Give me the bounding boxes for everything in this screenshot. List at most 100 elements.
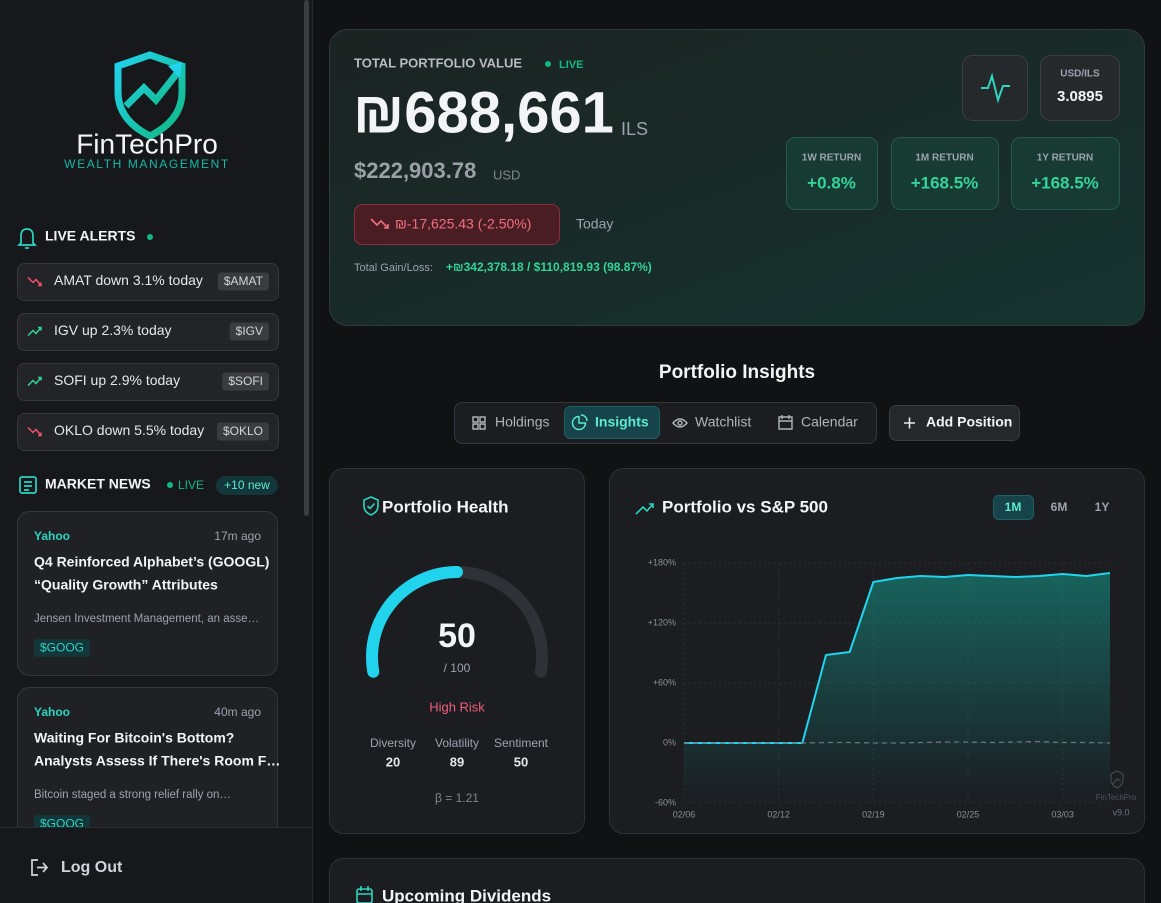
alert-ticker-bg bbox=[229, 322, 269, 341]
period-button[interactable]: 1M bbox=[1005, 500, 1022, 514]
metric-value: 50 bbox=[514, 754, 528, 769]
alert-item[interactable] bbox=[17, 413, 279, 451]
trend-icon bbox=[635, 503, 654, 515]
health-card bbox=[329, 468, 585, 834]
logout-icon bbox=[31, 859, 49, 876]
alert-ticker-bg bbox=[216, 422, 269, 441]
news-headline: “Quality Growth” Attributes bbox=[34, 577, 218, 593]
return-value: +0.8% bbox=[807, 173, 856, 192]
portfolio-change: ₪-17,625.43 (-2.50%) bbox=[395, 216, 531, 232]
tabs: Holdings Insights Watchlist Calendar bbox=[472, 406, 858, 439]
news-card[interactable] bbox=[17, 687, 278, 852]
dividends-title: Upcoming Dividends bbox=[382, 886, 551, 903]
news-time: 40m ago bbox=[214, 705, 261, 719]
x-tick-label: 03/03 bbox=[1051, 809, 1074, 819]
chart-title: Portfolio vs S&P 500 bbox=[662, 497, 828, 516]
metric-value: 20 bbox=[386, 754, 400, 769]
news-card[interactable] bbox=[17, 511, 278, 676]
tab-icon bbox=[571, 414, 588, 431]
trend-down-icon bbox=[27, 276, 42, 287]
news-ticker-bg bbox=[34, 815, 91, 827]
portfolio-card bbox=[329, 29, 1145, 326]
news-summary: Bitcoin staged a strong relief rally on… bbox=[34, 789, 231, 801]
tab[interactable]: Watchlist bbox=[695, 414, 751, 430]
alert-ticker: $IGV bbox=[236, 324, 263, 338]
alert-text: IGV up 2.3% today bbox=[54, 322, 172, 338]
fx-value: 3.0895 bbox=[1057, 88, 1103, 105]
tab-icon bbox=[778, 415, 793, 430]
health-title: Portfolio Health bbox=[382, 497, 509, 516]
y-tick-label: +120% bbox=[648, 617, 676, 627]
alert-item[interactable] bbox=[17, 313, 279, 351]
live-dot bbox=[167, 482, 173, 488]
return-box bbox=[1011, 137, 1120, 210]
alerts-list: AMAT down 3.1% today $AMAT IGV up 2.3% tod… bbox=[17, 263, 279, 451]
portfolio-currency: ILS bbox=[621, 119, 648, 139]
shield-icon bbox=[363, 496, 379, 516]
return-box bbox=[786, 137, 878, 210]
return-value: +168.5% bbox=[911, 173, 979, 192]
tab[interactable]: Holdings bbox=[495, 414, 549, 430]
watermark-logo bbox=[1110, 770, 1124, 789]
return-value: +168.5% bbox=[1031, 173, 1099, 192]
health-status: High Risk bbox=[429, 699, 485, 714]
health-max: / 100 bbox=[444, 661, 471, 675]
add-position-button[interactable] bbox=[889, 405, 1020, 441]
add-position[interactable]: Add Position bbox=[926, 414, 1012, 430]
alert-item[interactable] bbox=[17, 263, 279, 301]
brand-tagline: WEALTH MANAGEMENT bbox=[64, 157, 230, 171]
news-source: Yahoo bbox=[34, 705, 70, 719]
scrollbar bbox=[304, 0, 309, 516]
plus-icon bbox=[904, 417, 915, 429]
bell-icon bbox=[16, 228, 38, 249]
news-badge: +10 new bbox=[224, 478, 270, 492]
alert-ticker: $OKLO bbox=[223, 424, 263, 438]
calendar-icon bbox=[356, 886, 373, 903]
news-icon bbox=[19, 476, 37, 494]
metric-label: Diversity bbox=[370, 736, 416, 750]
brand-name: FinTechPro bbox=[76, 128, 218, 159]
news-headline: Analysts Assess If There's Room F… bbox=[34, 753, 280, 769]
trend-up-icon bbox=[27, 376, 42, 387]
period-button[interactable]: 1Y bbox=[1095, 500, 1110, 514]
tab[interactable]: Insights bbox=[595, 414, 649, 430]
news-headline: Q4 Reinforced Alphabet’s (GOOGL) bbox=[34, 554, 269, 570]
metric-value: 89 bbox=[450, 754, 464, 769]
down-icon bbox=[370, 218, 389, 229]
news-headline: Waiting For Bitcoin's Bottom? bbox=[34, 730, 234, 746]
return-label: 1M RETURN bbox=[915, 153, 973, 164]
trend-down-icon bbox=[27, 426, 42, 437]
alert-ticker: $SOFI bbox=[228, 374, 263, 388]
change-pill bbox=[354, 204, 560, 245]
portfolio-value: ₪688,661 bbox=[353, 80, 614, 145]
return-label: 1W RETURN bbox=[802, 153, 861, 164]
alert-item[interactable] bbox=[17, 363, 279, 401]
y-tick-label: -60% bbox=[655, 797, 676, 807]
portfolio-live: LIVE bbox=[559, 59, 583, 71]
alert-text: AMAT down 3.1% today bbox=[54, 272, 203, 288]
logout[interactable]: Log Out bbox=[61, 859, 123, 876]
health-score: 50 bbox=[438, 617, 476, 655]
watermark: FinTechPro bbox=[1096, 793, 1137, 802]
x-tick-label: 02/25 bbox=[957, 809, 980, 819]
logo bbox=[114, 51, 186, 140]
health-metrics: Diversity 20 Volatility 89 Sentiment 50 bbox=[370, 736, 549, 769]
tab[interactable]: Calendar bbox=[801, 414, 858, 430]
insights-title: Portfolio Insights bbox=[659, 362, 815, 383]
period-button[interactable]: 6M bbox=[1051, 500, 1068, 514]
y-tick-label: +60% bbox=[653, 677, 676, 687]
return-label: 1Y RETURN bbox=[1037, 153, 1094, 164]
news-ticker-bg bbox=[34, 639, 91, 657]
tab-icon bbox=[472, 416, 486, 430]
line bbox=[684, 740, 1111, 744]
gauge bbox=[366, 566, 548, 678]
gain-value: +₪342,378.18 / $110,819.93 (98.87%) bbox=[446, 260, 652, 274]
area bbox=[684, 573, 1110, 803]
news-ticker: $GOOG bbox=[40, 641, 84, 655]
portfolio-usd: $222,903.78 bbox=[354, 158, 476, 183]
trend-up-icon bbox=[27, 326, 42, 337]
x-tick-label: 02/12 bbox=[767, 809, 790, 819]
change-period: Today bbox=[576, 216, 613, 232]
